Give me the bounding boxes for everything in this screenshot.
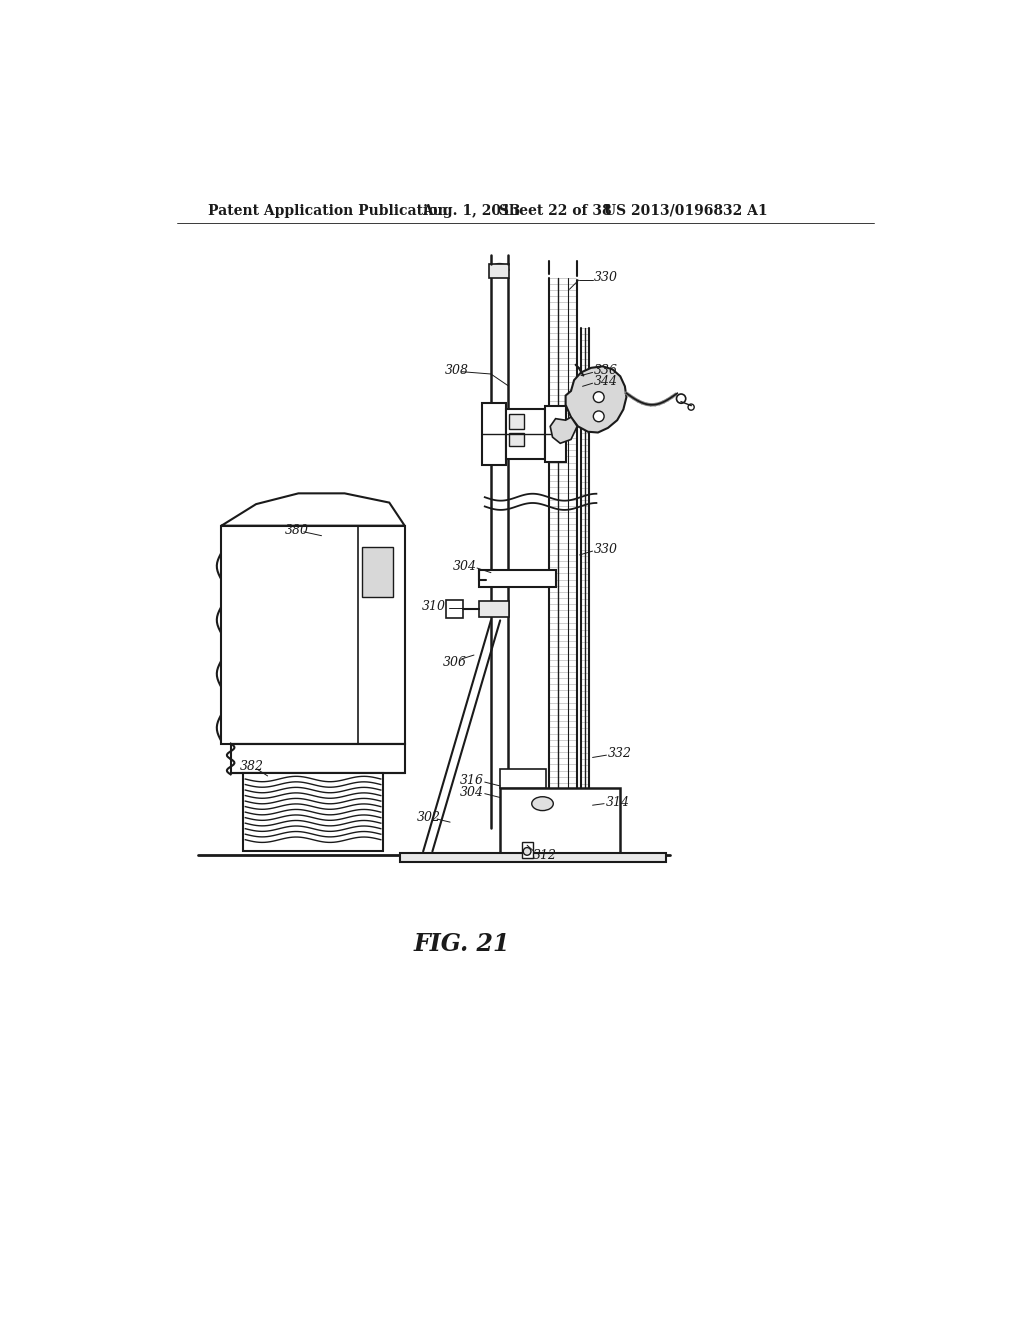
Bar — [509, 433, 524, 446]
Ellipse shape — [531, 797, 553, 810]
Text: 344: 344 — [594, 375, 618, 388]
Text: 312: 312 — [532, 849, 556, 862]
Bar — [545, 407, 566, 462]
Text: 332: 332 — [608, 747, 632, 760]
Text: Aug. 1, 2013: Aug. 1, 2013 — [422, 203, 520, 218]
Text: 382: 382 — [240, 760, 264, 774]
Circle shape — [677, 395, 686, 404]
Text: Sheet 22 of 38: Sheet 22 of 38 — [499, 203, 611, 218]
Polygon shape — [550, 417, 578, 444]
Bar — [362, 548, 393, 598]
Bar — [243, 774, 383, 851]
Bar — [509, 414, 524, 429]
Bar — [478, 601, 509, 616]
Circle shape — [523, 847, 531, 855]
Polygon shape — [221, 494, 404, 525]
Text: FIG. 21: FIG. 21 — [414, 932, 510, 956]
Bar — [506, 409, 545, 459]
Bar — [500, 788, 620, 857]
Polygon shape — [565, 367, 627, 433]
Bar — [400, 853, 666, 862]
Text: 314: 314 — [605, 796, 630, 809]
Circle shape — [593, 411, 604, 422]
Text: 316: 316 — [460, 774, 484, 787]
Bar — [230, 743, 404, 774]
Text: 304: 304 — [460, 785, 484, 799]
Circle shape — [593, 392, 604, 403]
Circle shape — [688, 404, 694, 411]
Bar — [446, 599, 463, 618]
Text: 306: 306 — [442, 656, 466, 669]
Text: 330: 330 — [594, 271, 618, 284]
Text: 330: 330 — [594, 543, 618, 556]
Text: US 2013/0196832 A1: US 2013/0196832 A1 — [604, 203, 768, 218]
Text: 308: 308 — [444, 363, 469, 376]
Text: 302: 302 — [417, 810, 441, 824]
Text: 310: 310 — [422, 601, 445, 612]
Bar — [500, 770, 547, 788]
Bar — [478, 570, 556, 587]
Bar — [489, 264, 509, 277]
Bar — [481, 404, 506, 465]
Text: 304: 304 — [453, 560, 476, 573]
Bar — [221, 525, 404, 743]
Text: Patent Application Publication: Patent Application Publication — [208, 203, 447, 218]
Text: 336: 336 — [594, 363, 618, 376]
Text: 380: 380 — [285, 524, 308, 537]
Bar — [521, 842, 532, 858]
